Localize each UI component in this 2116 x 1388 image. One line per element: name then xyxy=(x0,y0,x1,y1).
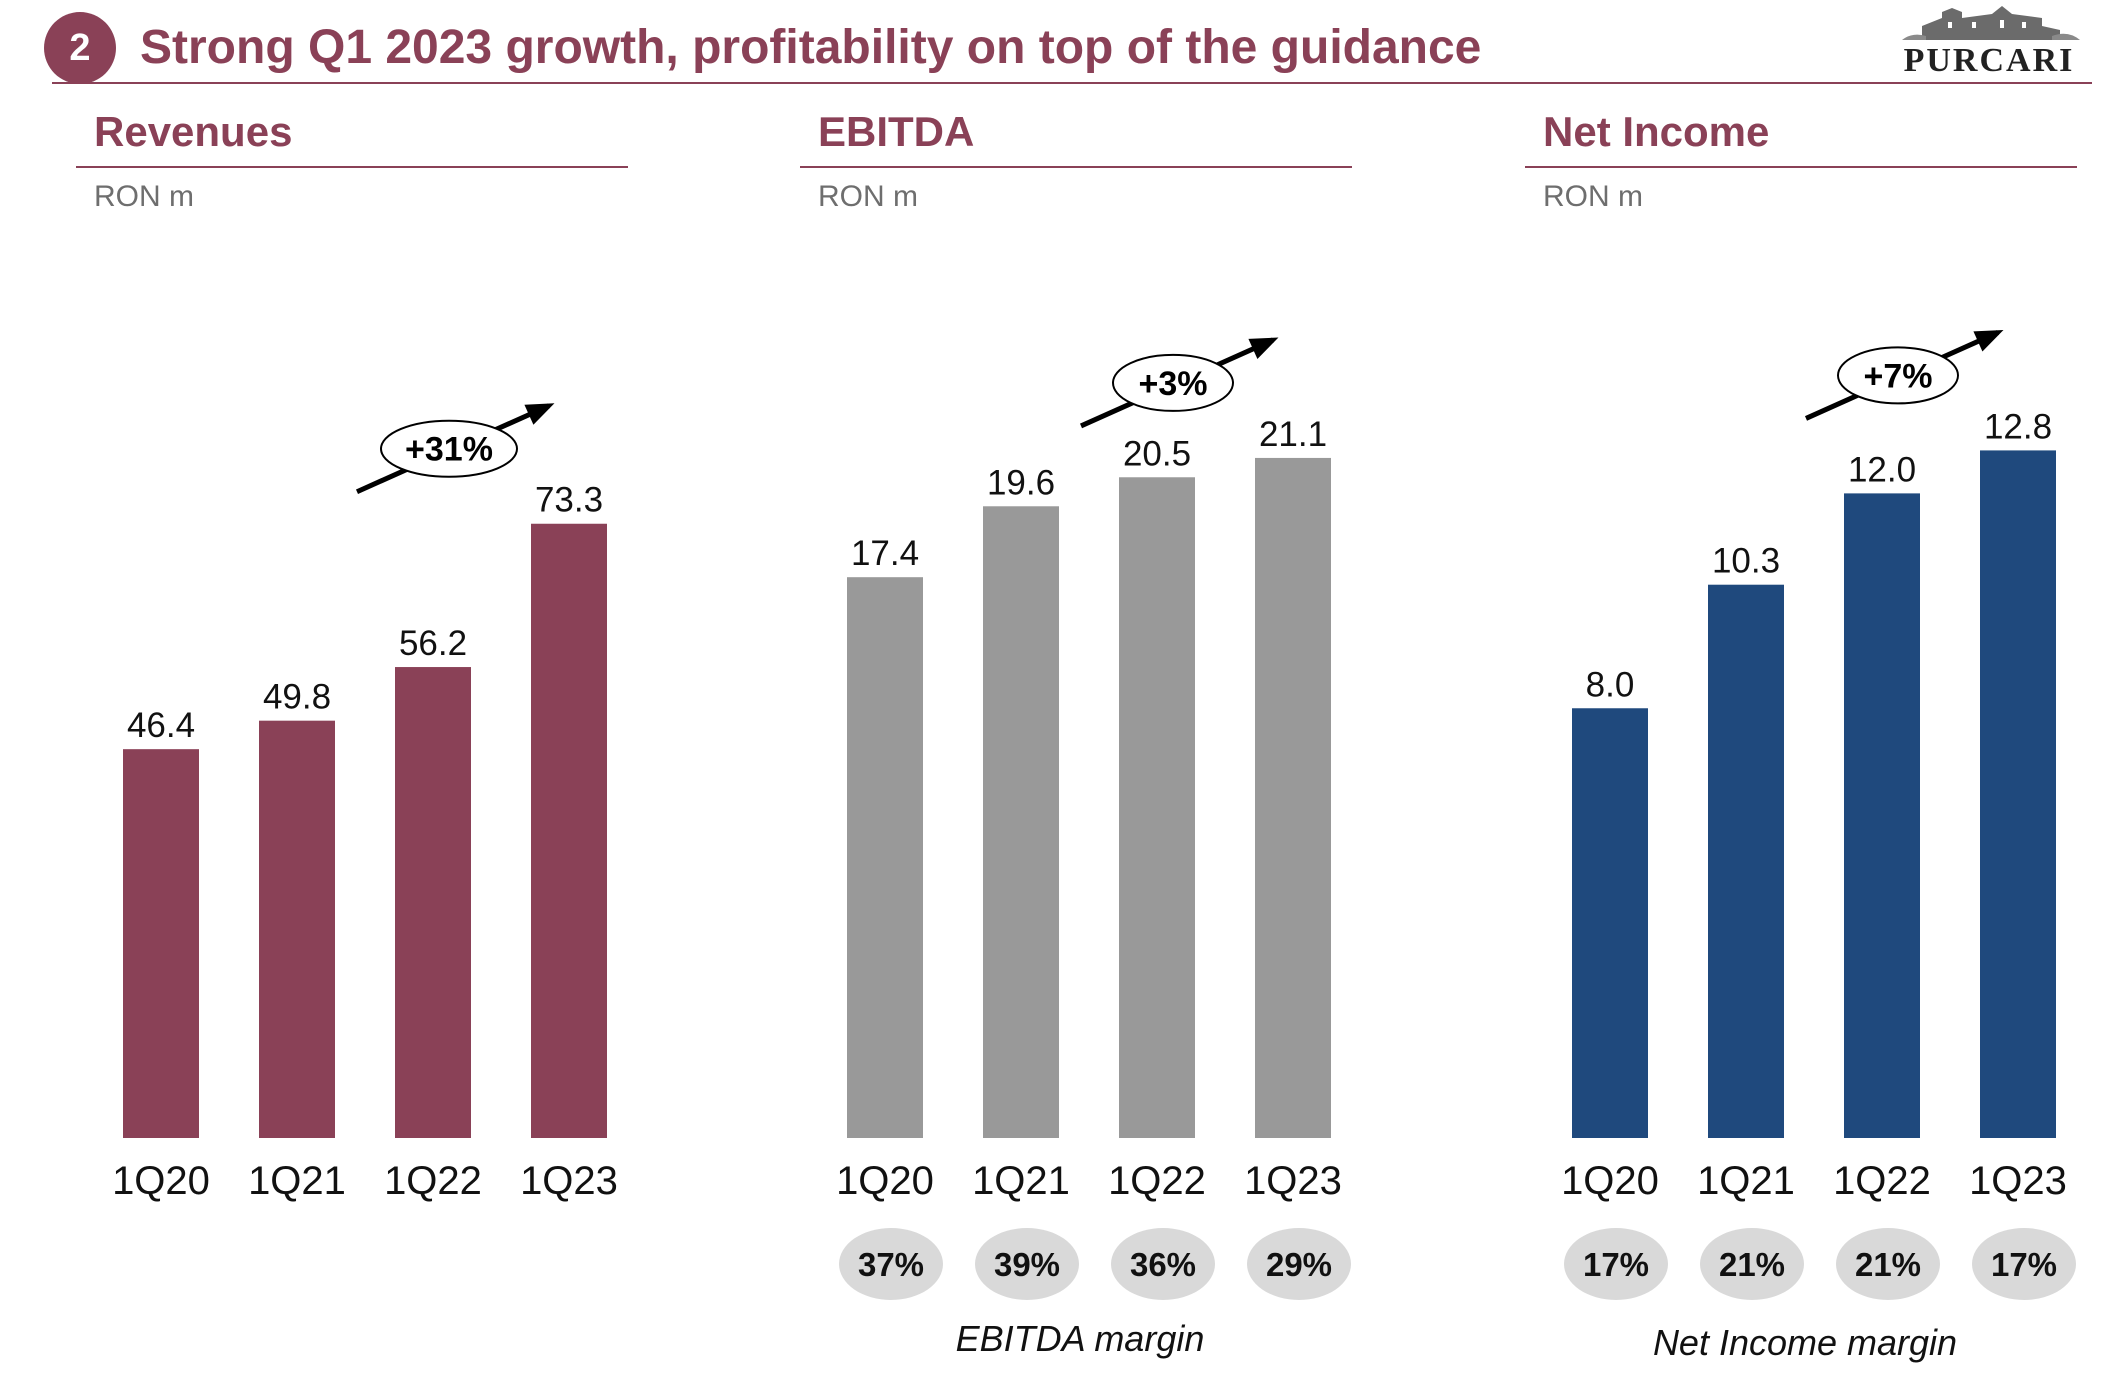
margin-value: 17% xyxy=(1991,1246,2057,1283)
category-label: 1Q23 xyxy=(1969,1159,2067,1203)
margin-pill xyxy=(1564,1228,1668,1300)
margin-value: 36% xyxy=(1130,1246,1196,1283)
growth-label: +31% xyxy=(405,431,493,469)
margin-pill xyxy=(1836,1228,1940,1300)
bar-1q20 xyxy=(1572,708,1648,1138)
unit-label: RON m xyxy=(818,180,918,213)
margin-value: 29% xyxy=(1266,1246,1332,1283)
margin-value: 17% xyxy=(1583,1246,1649,1283)
value-label: 10.3 xyxy=(1712,542,1780,581)
bar-1q20 xyxy=(123,749,199,1138)
margin-pill xyxy=(975,1228,1079,1300)
panel-divider xyxy=(1525,166,2077,168)
unit-label: RON m xyxy=(1543,180,1643,213)
panel-title: Revenues xyxy=(94,108,293,155)
bar-1q23 xyxy=(1980,450,2056,1138)
revenues-chart: 46.4 1Q20 49.8 1Q21 56.2 1Q22 73.3 1Q23 +31% xyxy=(112,403,618,1203)
logo-wordmark: PURCARI xyxy=(1903,42,2075,79)
margin-caption: EBITDA margin xyxy=(955,1318,1205,1359)
header-divider xyxy=(52,82,2092,84)
category-label: 1Q23 xyxy=(520,1159,618,1203)
growth-label: +3% xyxy=(1139,365,1208,403)
value-label: 49.8 xyxy=(263,678,331,717)
margin-pill xyxy=(839,1228,943,1300)
margin-caption: Net Income margin xyxy=(1652,1322,1958,1363)
section-number-badge: 2 xyxy=(44,12,116,84)
bar-1q22 xyxy=(395,667,471,1138)
bar-1q22 xyxy=(1119,477,1195,1138)
arrow-head-icon xyxy=(524,403,555,425)
arrow-head-icon xyxy=(1248,337,1279,359)
category-label: 1Q21 xyxy=(972,1159,1070,1203)
value-label: 8.0 xyxy=(1586,665,1635,704)
purcari-logo: PURCARI xyxy=(1882,0,2096,79)
bar-1q22 xyxy=(1844,493,1920,1138)
bar-1q21 xyxy=(259,720,335,1138)
category-label: 1Q20 xyxy=(112,1159,210,1203)
category-label: 1Q22 xyxy=(1833,1159,1931,1203)
panel-divider xyxy=(800,166,1352,168)
slide-title: Strong Q1 2023 growth, profitability on … xyxy=(140,21,1482,74)
net-income-chart: 8.0 1Q20 17% 10.3 1Q21 21% 12.0 1Q22 21% 12.8 1Q23… xyxy=(1561,329,2076,1300)
value-label: 46.4 xyxy=(127,706,195,745)
margin-value: 21% xyxy=(1855,1246,1921,1283)
panel-title: EBITDA xyxy=(818,108,975,155)
bar-1q23 xyxy=(1255,457,1331,1138)
growth-label: +7% xyxy=(1864,357,1933,395)
margin-value: 39% xyxy=(994,1246,1060,1283)
ebitda-chart: 17.4 1Q20 37% 19.6 1Q21 39% 20.5 1Q22 36% 21.1 1Q2… xyxy=(836,337,1351,1300)
panel-divider xyxy=(76,166,628,168)
category-label: 1Q20 xyxy=(836,1159,934,1203)
value-label: 73.3 xyxy=(535,481,603,520)
slide-header: 2 Strong Q1 2023 growth, profitability o… xyxy=(0,0,2116,90)
value-label: 56.2 xyxy=(399,624,467,663)
value-label: 20.5 xyxy=(1123,434,1191,473)
margin-value: 21% xyxy=(1719,1246,1785,1283)
category-label: 1Q21 xyxy=(1697,1159,1795,1203)
margin-pill xyxy=(1972,1228,2076,1300)
net-income-panel: Net Income RON m 8.0 1Q20 17% 10.3 1Q21 21% 12… xyxy=(1525,100,2085,1380)
value-label: 12.8 xyxy=(1984,407,2052,446)
unit-label: RON m xyxy=(94,180,194,213)
margin-pill xyxy=(1247,1228,1351,1300)
ebitda-panel: EBITDA RON m 17.4 1Q20 37% 19.6 1Q21 39% 20.5 1… xyxy=(800,100,1360,1380)
margin-value: 37% xyxy=(858,1246,924,1283)
value-label: 12.0 xyxy=(1848,450,1916,489)
margin-pill xyxy=(1700,1228,1804,1300)
bar-1q23 xyxy=(531,523,607,1138)
growth-oval xyxy=(1112,353,1234,412)
margin-pill xyxy=(1111,1228,1215,1300)
panel-title: Net Income xyxy=(1543,108,1770,155)
growth-oval xyxy=(380,419,518,478)
value-label: 21.1 xyxy=(1259,415,1327,454)
arrow-head-icon xyxy=(1973,329,2004,352)
winery-building-icon xyxy=(1902,6,2080,40)
bar-1q21 xyxy=(1708,584,1784,1138)
category-label: 1Q20 xyxy=(1561,1159,1659,1203)
category-label: 1Q22 xyxy=(384,1159,482,1203)
category-label: 1Q21 xyxy=(248,1159,346,1203)
value-label: 17.4 xyxy=(851,534,919,573)
value-label: 19.6 xyxy=(987,463,1055,502)
category-label: 1Q22 xyxy=(1108,1159,1206,1203)
growth-oval xyxy=(1837,346,1959,405)
revenues-panel: Revenues RON m 46.4 1Q20 49.8 1Q21 56.2 1Q22 7… xyxy=(76,100,636,1380)
category-label: 1Q23 xyxy=(1244,1159,1342,1203)
bar-1q21 xyxy=(983,506,1059,1138)
bar-1q20 xyxy=(847,577,923,1138)
